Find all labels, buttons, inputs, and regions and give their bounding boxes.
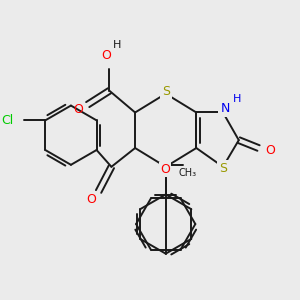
Text: S: S [162,85,170,98]
Text: N: N [220,102,230,115]
Text: H: H [113,40,122,50]
Text: O: O [266,143,275,157]
Text: CH₃: CH₃ [178,168,197,178]
Text: S: S [219,162,227,175]
Text: O: O [101,49,111,62]
Text: O: O [87,193,97,206]
Text: O: O [73,103,83,116]
Text: Cl: Cl [2,114,14,127]
Text: H: H [232,94,241,104]
Text: O: O [160,163,170,176]
